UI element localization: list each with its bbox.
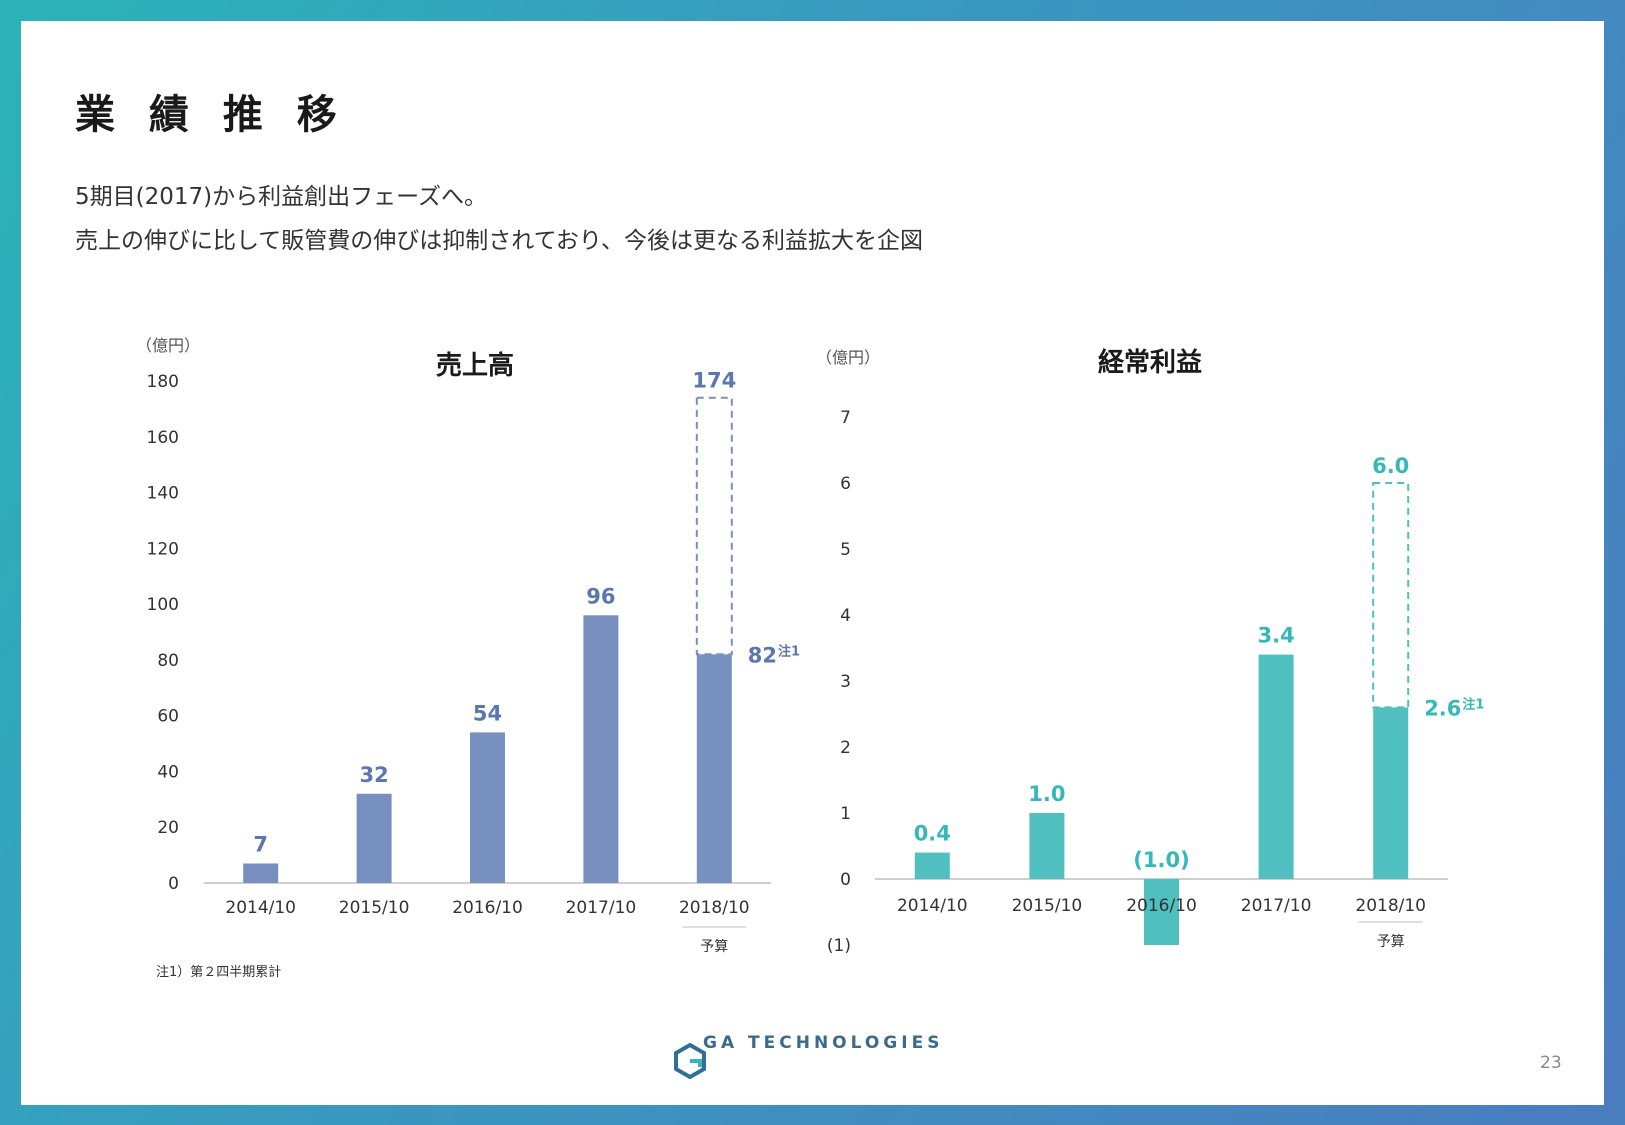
slide [21,21,1604,1105]
profit-budget-bar [1372,482,1410,709]
sales-bar [356,793,392,883]
company-logo-icon [674,1043,706,1079]
footnote: 注1）第２四半期累計 [156,964,281,980]
sales-ytick: 180 [147,372,179,392]
sales-bar [243,863,279,883]
sales-data-label: 82 [748,643,777,667]
profit-bar [1373,707,1409,879]
sales-note-marker: 注1 [778,643,800,659]
profit-bar [1258,654,1294,879]
sales-bar [696,654,732,883]
profit-xtick: 2017/10 [1241,896,1312,916]
subtitle-line-2: 売上の伸びに比して販管費の伸びは抑制されており、今後は更なる利益拡大を企図 [75,228,924,254]
profit-note-marker: 注1 [1462,696,1484,712]
sales-ytick: 20 [157,818,179,838]
sales-ytick: 0 [168,874,179,894]
sales-unit-label: （億円） [136,336,200,355]
profit-ytick: 4 [840,606,851,626]
sales-ytick: 100 [147,595,179,615]
profit-data-label: 3.4 [1257,624,1294,648]
profit-budget-note: 予算 [1377,934,1405,950]
sales-budget-note: 予算 [700,939,728,955]
profit-ytick: 0 [840,870,851,890]
profit-ytick: 3 [840,672,851,692]
subtitle-line-1: 5期目(2017)から利益創出フェーズへ。 [75,184,487,210]
sales-ytick: 40 [157,762,179,782]
sales-ytick: 160 [147,428,179,448]
sales-data-label: 32 [359,763,388,787]
sales-ytick: 120 [147,539,179,559]
profit-ytick: 1 [840,804,851,824]
sales-ytick: 140 [147,484,179,504]
company-logo-text: GA TECHNOLOGIES [703,1033,944,1053]
profit-unit-label: （億円） [816,348,880,367]
profit-data-label: 1.0 [1028,782,1065,806]
profit-bar [914,852,950,879]
sales-ytick: 60 [157,707,179,727]
profit-xtick: 2018/10 [1355,896,1426,916]
sales-data-label: 96 [586,584,615,608]
page-number: 23 [1540,1053,1562,1073]
sales-xtick: 2018/10 [679,898,750,918]
sales-bar [470,732,505,883]
sales-chart-title: 売上高 [436,350,514,381]
sales-data-label: 7 [253,832,268,856]
sales-bar [583,615,619,883]
profit-ytick: 7 [840,408,851,428]
sales-budget-label: 174 [692,369,736,393]
sales-xtick: 2016/10 [452,898,523,918]
sales-data-label: 54 [473,701,502,725]
profit-data-label: (1.0) [1133,848,1189,872]
profit-data-label: 2.6 [1424,696,1461,720]
profit-chart: (1) 0 1 2 3 4 5 6 7 2014/10 0.4 2015/10 1.0 2016/10 (1… [827,408,1485,956]
sales-budget-bar [695,396,733,656]
profit-ytick: 5 [840,540,851,560]
profit-ytick: 6 [840,474,851,494]
profit-xtick: 2016/10 [1126,896,1197,916]
sales-xtick: 2015/10 [339,898,410,918]
profit-ytick: (1) [827,936,851,956]
sales-ytick: 80 [157,651,179,671]
profit-chart-title: 経常利益 [1098,347,1202,378]
profit-data-label: 0.4 [914,822,951,846]
profit-xtick: 2014/10 [897,896,968,916]
profit-ytick: 2 [840,738,851,758]
profit-budget-label: 6.0 [1372,454,1409,478]
sales-xtick: 2014/10 [225,898,296,918]
profit-xtick: 2015/10 [1012,896,1083,916]
sales-xtick: 2017/10 [566,898,637,918]
page-title: 業 績 推 移 [75,92,347,138]
profit-bar [1144,879,1179,945]
sales-chart: 0 20 40 60 80 100 120 140 160 180 2014/10 7 2015/10 3… [147,369,801,955]
profit-bar [1029,813,1065,879]
